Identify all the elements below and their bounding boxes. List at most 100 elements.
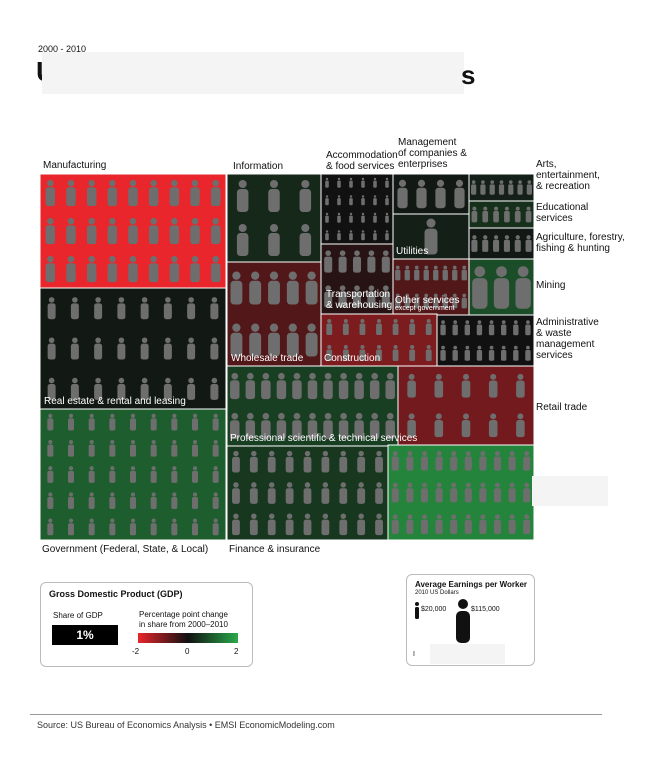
person-body-mark — [190, 187, 200, 207]
person-head-mark — [517, 373, 524, 380]
person-body-mark — [359, 323, 366, 336]
person-body-mark — [230, 280, 243, 305]
person-body-mark — [321, 488, 330, 504]
person-head-mark — [524, 482, 530, 488]
person-head-mark — [88, 255, 95, 263]
person-head-mark — [463, 413, 469, 420]
person-body-mark — [107, 263, 118, 283]
person-head-mark — [88, 179, 95, 187]
person-body-mark — [45, 263, 56, 283]
person-body-mark — [493, 239, 500, 252]
person-body-mark — [107, 187, 118, 207]
person-head-mark — [422, 514, 427, 520]
person-body-mark — [503, 239, 510, 252]
person-head-mark — [322, 482, 329, 488]
person-body-mark — [373, 180, 377, 188]
person-head-mark — [48, 466, 53, 471]
person-body-mark — [409, 349, 416, 362]
person-body-mark — [515, 278, 531, 309]
person-body-mark — [488, 420, 498, 438]
person-body-mark — [163, 303, 172, 320]
person-body-mark — [169, 225, 180, 245]
person-body-mark — [325, 180, 329, 188]
person-head-mark — [151, 518, 156, 523]
person-head-mark — [337, 177, 341, 181]
person-head-mark — [322, 513, 329, 519]
person-body-mark — [230, 420, 240, 440]
person-body-mark — [292, 380, 302, 400]
person-head-mark — [67, 217, 75, 225]
person-head-mark — [151, 492, 156, 497]
person-head-mark — [501, 320, 506, 325]
person-body-mark — [337, 180, 341, 188]
earnings-small-value: $20,000 — [421, 606, 447, 613]
person-head-mark — [513, 345, 518, 350]
person-head-mark — [67, 179, 75, 187]
person-body-mark — [187, 303, 196, 320]
person-head-mark — [361, 212, 365, 216]
person-head-mark — [251, 450, 257, 457]
person-head-mark — [130, 413, 136, 418]
person-head-mark — [307, 271, 316, 280]
person-body-mark — [171, 523, 178, 536]
person-head-mark — [393, 344, 398, 350]
person-body-mark — [395, 269, 401, 281]
person-body-mark — [303, 519, 312, 536]
person-body-mark — [325, 233, 329, 241]
person-body-mark — [381, 291, 390, 308]
person-head-mark — [247, 412, 254, 420]
person-body-mark — [461, 380, 471, 398]
gdp-change-label: Percentage point change in share from 20… — [139, 610, 228, 629]
person-body-mark — [321, 519, 330, 536]
person-body-mark — [150, 444, 157, 457]
sector-tile — [392, 173, 470, 215]
person-head-mark — [286, 450, 293, 457]
person-body-mark — [349, 198, 353, 206]
person-body-mark — [514, 239, 521, 252]
person-head-mark — [407, 451, 413, 456]
person-body-mark — [70, 383, 79, 400]
person-body-mark — [493, 211, 499, 223]
sector-tile — [468, 200, 535, 229]
person-body-mark — [268, 232, 280, 257]
person-body-mark — [342, 349, 349, 362]
person-head-mark — [238, 179, 247, 189]
person-body-mark — [70, 303, 79, 320]
person-body-mark — [210, 187, 221, 207]
person-body-mark — [326, 349, 333, 362]
person-head-mark — [426, 318, 431, 324]
sector-tile — [39, 173, 227, 289]
person-head-mark — [129, 255, 137, 263]
person-head-mark — [368, 250, 375, 256]
person-body-mark — [109, 523, 116, 536]
person-head-mark — [118, 337, 125, 344]
person-head-mark — [130, 492, 136, 497]
person-head-mark — [376, 450, 382, 457]
person-body-mark — [482, 211, 489, 223]
person-head-mark — [286, 482, 293, 488]
person-head-mark — [327, 318, 332, 324]
person-head-mark — [211, 297, 218, 303]
person-body-mark — [513, 324, 519, 336]
person-body-mark — [150, 418, 157, 431]
person-head-mark — [89, 492, 94, 497]
gdp-gradient-bar — [138, 633, 238, 643]
person-head-mark — [171, 179, 178, 187]
person-head-mark — [307, 323, 316, 332]
label-educational: Educational services — [536, 202, 589, 224]
person-head-mark — [340, 513, 347, 519]
person-head-mark — [251, 513, 257, 519]
person-head-mark — [130, 518, 136, 523]
person-head-mark — [517, 413, 524, 420]
person-body-mark — [88, 497, 95, 510]
person-head-mark — [262, 372, 270, 380]
person-body-mark — [367, 291, 376, 308]
person-body-mark — [285, 519, 294, 536]
person-body-mark — [464, 456, 472, 471]
person-head-mark — [89, 413, 94, 418]
person-head-mark — [443, 293, 448, 298]
person-head-mark — [385, 230, 389, 233]
person-body-mark — [261, 380, 271, 400]
person-head-mark — [213, 492, 218, 497]
